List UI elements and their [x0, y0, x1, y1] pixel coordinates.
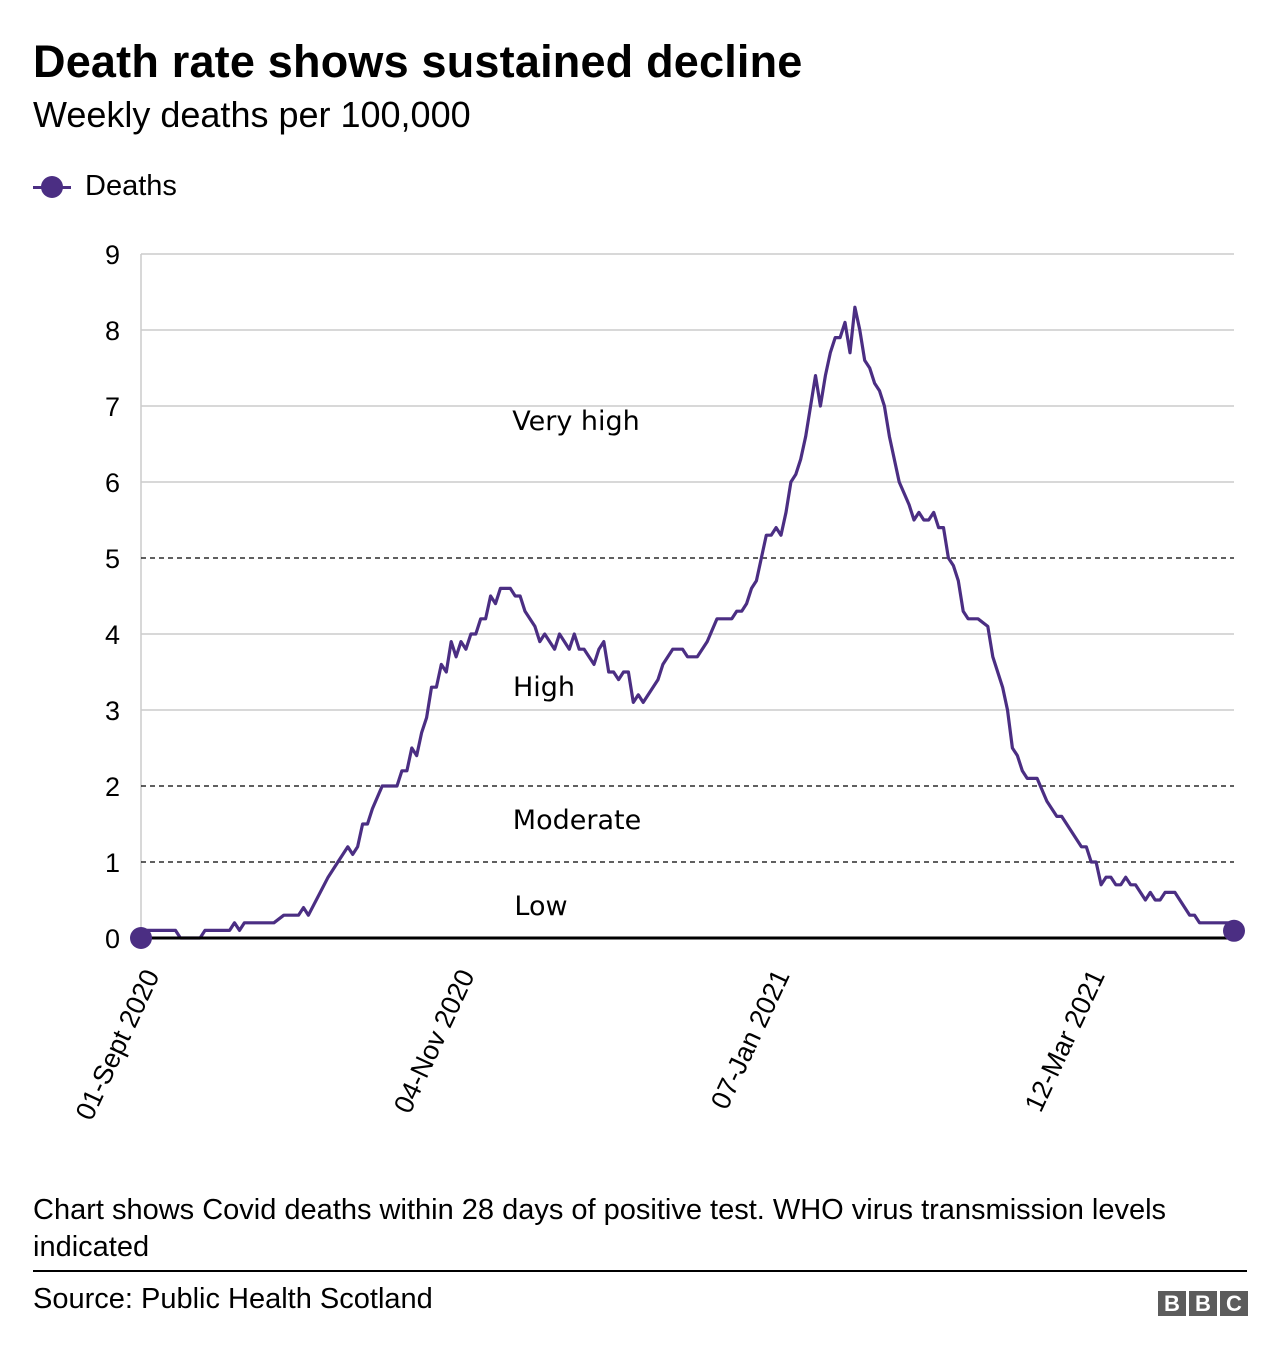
y-tick-label: 4 [105, 620, 120, 650]
zone-label: Low [514, 891, 567, 922]
bbc-logo: B B C [1158, 1291, 1248, 1316]
end-point-marker [1223, 919, 1245, 942]
footer-divider [33, 1270, 1247, 1272]
zone-label: Moderate [513, 805, 641, 836]
chart-title: Death rate shows sustained decline [33, 36, 803, 87]
zone-label: Very high [512, 406, 640, 437]
y-tick-label: 2 [105, 772, 120, 802]
y-tick-label: 3 [105, 696, 120, 726]
y-tick-label: 7 [105, 392, 120, 422]
line-chart: 1 2 3 4 5 6 7 8 9 0 Low Moderate High Very high 01-Sep… [70, 240, 1245, 1125]
deaths-series-line [141, 305, 1234, 940]
zone-label: High [513, 672, 575, 703]
legend-line-dot-icon [33, 175, 71, 199]
y-tick-label: 0 [105, 924, 120, 954]
start-point-marker [130, 927, 152, 949]
y-tick-label: 6 [105, 468, 120, 498]
bbc-logo-c: C [1220, 1291, 1248, 1316]
legend: Deaths [33, 170, 177, 203]
y-tick-label: 1 [105, 848, 120, 878]
source-text: Source: Public Health Scotland [33, 1283, 433, 1315]
x-tick-label: 04-Nov 2020 [388, 965, 481, 1118]
x-tick-label: 01-Sept 2020 [70, 965, 166, 1125]
chart-note: Chart shows Covid deaths within 28 days … [33, 1194, 1167, 1263]
y-tick-label: 5 [105, 544, 120, 574]
x-tick-label: 07-Jan 2021 [705, 965, 796, 1114]
y-tick-label: 8 [105, 316, 120, 346]
x-tick-label: 12-Mar 2021 [1019, 965, 1111, 1116]
chart-subtitle: Weekly deaths per 100,000 [33, 94, 471, 135]
bbc-logo-b1: B [1158, 1291, 1186, 1316]
y-tick-label: 9 [105, 240, 120, 270]
legend-dot [41, 175, 63, 198]
legend-label: Deaths [85, 170, 177, 202]
bbc-logo-b2: B [1189, 1291, 1217, 1316]
